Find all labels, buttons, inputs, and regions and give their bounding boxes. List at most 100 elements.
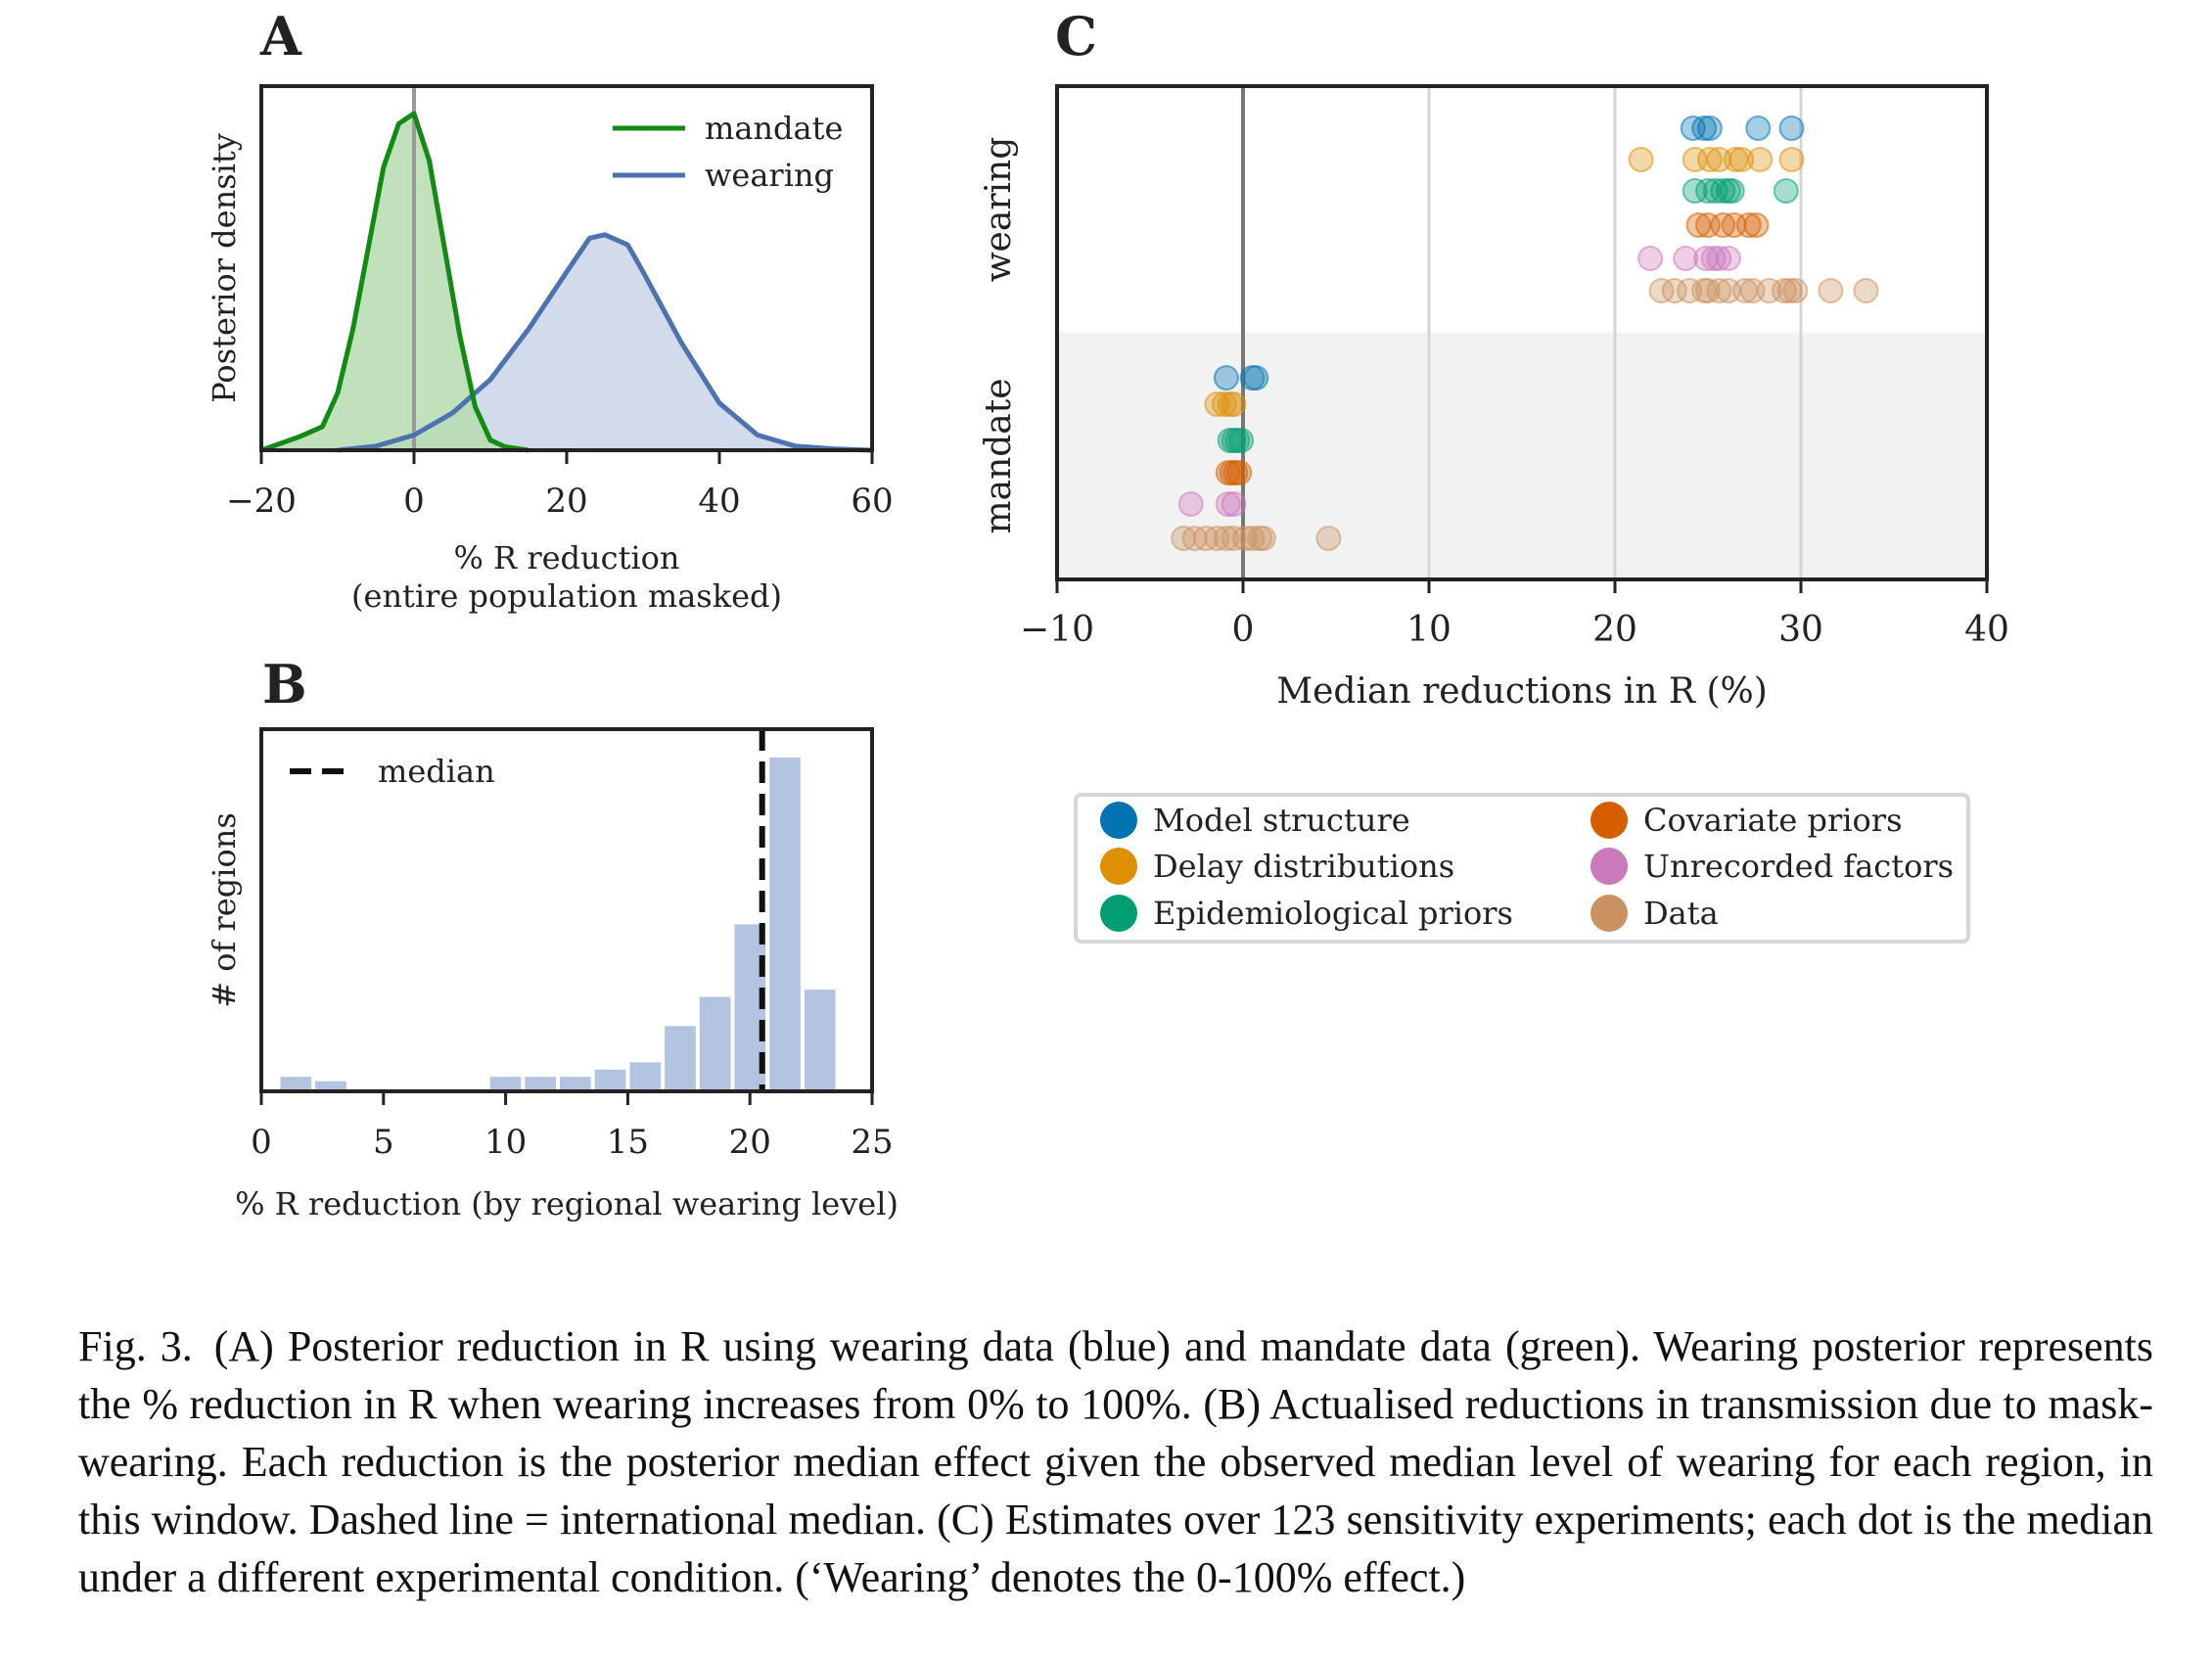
x-tick-label: 5 (373, 1123, 394, 1162)
figure-caption: Fig. 3. (A) Posterior reduction in R usi… (78, 1322, 2153, 1601)
x-tick-label: 20 (729, 1123, 771, 1162)
dot-mandate (1228, 428, 1255, 453)
panel-a-legend: mandate wearing (613, 110, 843, 194)
density-line-wearing (337, 232, 873, 453)
panel-b: B 0 5 10 15 20 25 % R reduction (by regional … (206, 653, 899, 1222)
dot-wearing (1743, 212, 1770, 238)
dot-wearing (1719, 178, 1745, 204)
density-fill-wearing (338, 234, 872, 450)
panel-c-letter: C (1055, 5, 1097, 68)
dot-mandate (1243, 365, 1269, 391)
dot-wearing (1700, 246, 1727, 271)
x-tick-label: 10 (484, 1123, 527, 1162)
x-tick-label: 0 (251, 1123, 272, 1162)
histogram-bar (280, 1077, 312, 1091)
legend-label-median: median (378, 753, 495, 790)
dot-wearing (1747, 147, 1774, 172)
x-tick-label: 20 (545, 482, 587, 521)
dot-mandate (1231, 526, 1258, 551)
legend-marker-unrecorded-factors (1590, 848, 1628, 885)
dot-mandate (1213, 365, 1239, 391)
legend-marker-epidemiological-priors (1100, 895, 1137, 932)
x-tick-label: 10 (1406, 610, 1452, 650)
panel-c-plot-area (1057, 86, 1987, 579)
density-fill-mandate (261, 114, 529, 450)
x-tick-label: 20 (1592, 610, 1637, 650)
dot-mandate (1215, 491, 1241, 517)
legend-label-data: Data (1643, 895, 1719, 932)
dot-wearing (1706, 246, 1732, 271)
dot-wearing (1637, 246, 1664, 271)
dot-wearing (1706, 278, 1732, 303)
x-tick-label: 25 (851, 1123, 893, 1162)
dot-mandate (1226, 460, 1253, 485)
dot-mandate (1221, 491, 1247, 517)
dot-mandate (1213, 526, 1239, 551)
panel-a-xlabel-2: (entire population masked) (351, 577, 782, 615)
panel-b-xlabel: % R reduction (by regional wearing level… (235, 1185, 899, 1222)
legend-label-covariate-priors: Covariate priors (1643, 802, 1902, 839)
panel-a-x-ticks: −20 0 20 40 60 (226, 450, 894, 521)
histogram-bar (489, 1077, 522, 1091)
panel-c-frame (1055, 84, 1989, 581)
dot-wearing (1677, 278, 1702, 303)
dot-mandate (1221, 392, 1247, 417)
dot-wearing (1715, 246, 1741, 271)
panel-a-plot-area (260, 86, 873, 453)
dot-wearing (1735, 212, 1762, 238)
density-line-mandate (260, 111, 530, 453)
dot-wearing (1673, 246, 1699, 271)
panel-b-ylabel: # of regions (206, 812, 243, 1008)
legend-marker-delay-distributions (1100, 848, 1137, 885)
dot-wearing (1728, 147, 1755, 172)
dot-wearing (1818, 278, 1844, 303)
histogram-bar (525, 1077, 557, 1091)
dot-wearing (1691, 115, 1718, 141)
x-tick-label: 0 (1232, 610, 1255, 650)
x-tick-label: 15 (607, 1123, 649, 1162)
x-tick-label: 0 (403, 482, 425, 521)
histogram-bar (560, 1077, 591, 1091)
legend-label-model-structure: Model structure (1153, 802, 1410, 839)
panel-c-xlabel: Median reductions in R (%) (1276, 671, 1767, 712)
histogram-bar (665, 1026, 696, 1091)
legend-label-epidemiological-priors: Epidemiological priors (1153, 895, 1513, 932)
panel-b-letter: B (262, 653, 307, 715)
dot-wearing (1782, 278, 1809, 303)
panel-c: C −10 0 10 20 30 40 Median reductions in R (%… (979, 5, 2009, 944)
dot-wearing (1696, 115, 1723, 141)
dot-wearing (1682, 178, 1708, 204)
x-tick-label: −20 (226, 482, 297, 521)
panel-c-cat-mandate: mandate (979, 378, 1019, 533)
dot-wearing (1721, 212, 1747, 238)
figure: A −20 0 20 40 60 % R reduction (entire popul… (206, 5, 2009, 1222)
panel-c-legend: Model structure Delay distributions Epid… (1074, 793, 1970, 944)
dot-wearing (1853, 278, 1879, 303)
panel-b-legend: median (290, 753, 495, 790)
dot-wearing (1696, 147, 1723, 172)
dot-wearing (1778, 115, 1805, 141)
dot-mandate (1250, 526, 1276, 551)
panel-c-cat-wearing: wearing (979, 137, 1019, 283)
legend-label-wearing: wearing (705, 157, 834, 194)
x-tick-label: 30 (1778, 610, 1823, 650)
legend-label-unrecorded-factors: Unrecorded factors (1643, 848, 1954, 885)
panel-c-x-ticks: −10 0 10 20 30 40 (1020, 579, 2009, 650)
legend-label-mandate: mandate (705, 110, 843, 147)
mandate-band (1057, 333, 1987, 579)
panel-b-plot-area (280, 729, 836, 1091)
histogram-bar (769, 757, 801, 1091)
dot-wearing (1648, 278, 1675, 303)
panel-a: A −20 0 20 40 60 % R reduction (entire popul… (206, 5, 894, 615)
histogram-bar (699, 996, 731, 1091)
dot-wearing (1778, 147, 1805, 172)
histogram-bar (804, 990, 836, 1091)
dot-wearing (1628, 147, 1654, 172)
panel-b-x-ticks: 0 5 10 15 20 25 (251, 1091, 894, 1162)
legend-marker-model-structure (1100, 802, 1137, 839)
dot-mandate (1212, 392, 1237, 417)
x-tick-label: 40 (1964, 610, 2009, 650)
x-tick-label: −10 (1020, 610, 1094, 650)
panel-a-xlabel: % R reduction (453, 539, 679, 576)
x-tick-label: 40 (698, 482, 740, 521)
